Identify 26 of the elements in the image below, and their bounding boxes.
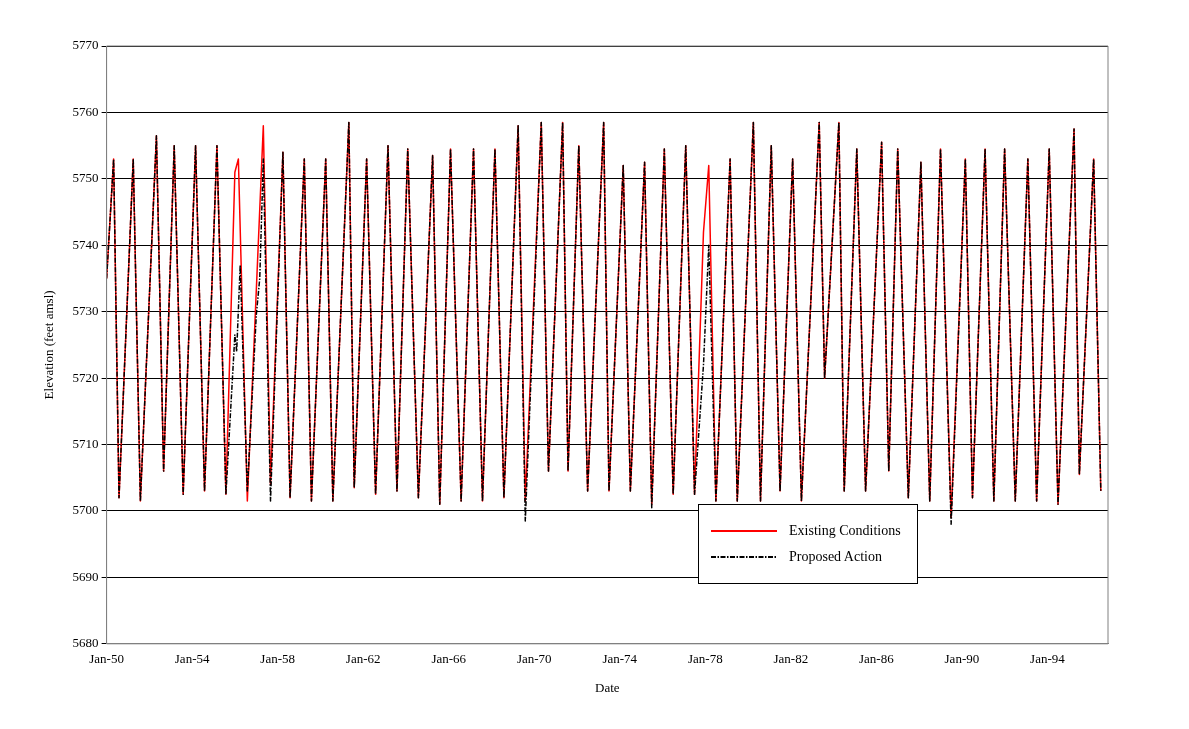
y-tick-label: 5750 <box>72 170 99 186</box>
y-tick-label: 5680 <box>72 635 99 651</box>
y-tick-label: 5710 <box>72 435 99 451</box>
x-axis-title: Date <box>595 679 620 695</box>
y-axis-title: Elevation (feet amsl) <box>41 290 57 400</box>
y-tick-label: 5740 <box>72 236 99 252</box>
y-tick-label: 5760 <box>72 103 99 119</box>
y-tick-label: 5720 <box>72 369 99 385</box>
y-tick-label: 5700 <box>72 502 99 518</box>
x-tick-label: Jan-66 <box>431 651 467 667</box>
x-tick-label: Jan-82 <box>773 651 809 667</box>
x-tick-label: Jan-70 <box>516 651 552 667</box>
legend-label: Proposed Action <box>789 548 882 565</box>
x-tick-label: Jan-78 <box>687 651 723 667</box>
x-tick-label: Jan-94 <box>1030 651 1066 667</box>
x-tick-label: Jan-58 <box>260 651 295 667</box>
x-tick-label: Jan-62 <box>345 651 381 667</box>
y-tick-label: 5770 <box>72 37 99 53</box>
x-tick-label: Jan-50 <box>89 651 124 667</box>
x-tick-label: Jan-74 <box>602 651 638 667</box>
x-tick-label: Jan-90 <box>944 651 980 667</box>
x-tick-label: Jan-54 <box>174 651 210 667</box>
y-tick-label: 5730 <box>72 303 99 319</box>
legend-label: Existing Conditions <box>789 522 901 539</box>
y-tick-label: 5690 <box>72 568 99 584</box>
x-tick-label: Jan-86 <box>859 651 895 667</box>
